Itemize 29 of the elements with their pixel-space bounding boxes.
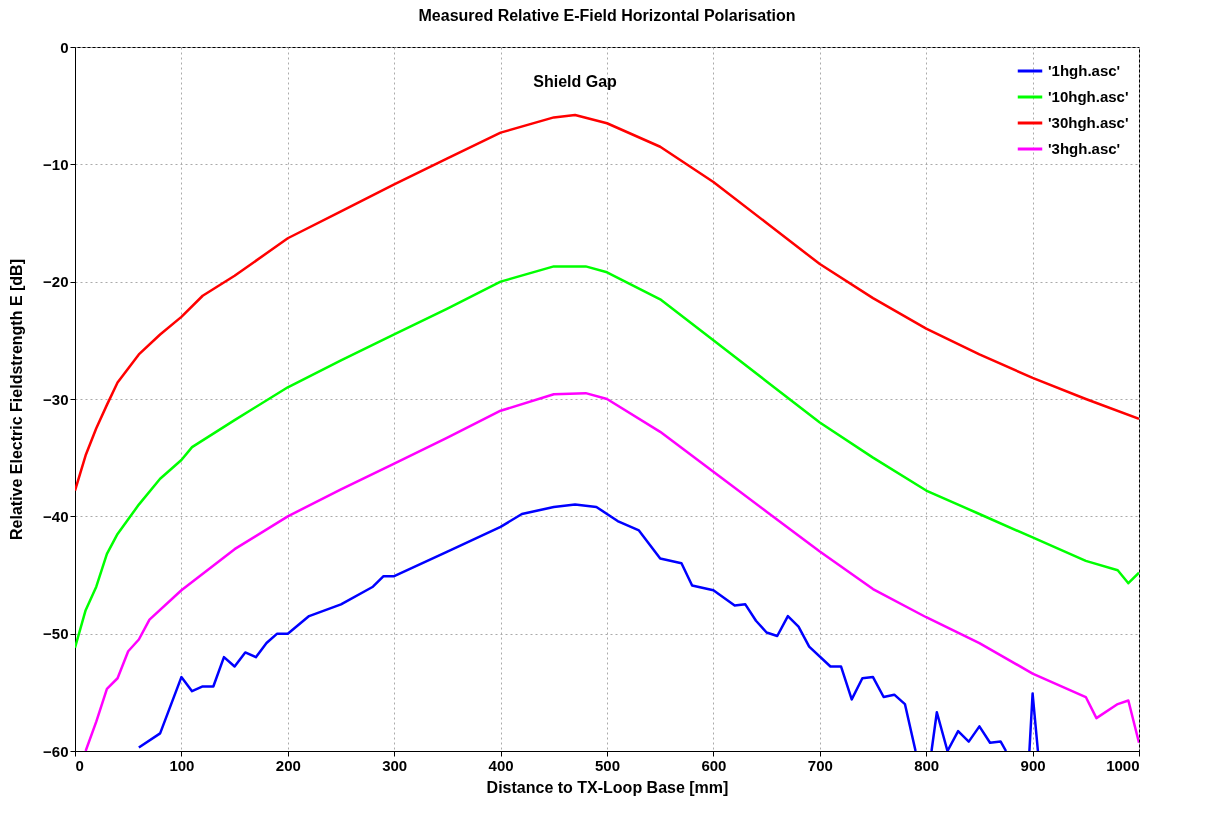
- legend-label: '10hgh.asc': [1048, 88, 1129, 105]
- line-series: [75, 265, 1139, 649]
- x-tick-label: 300: [382, 756, 408, 774]
- x-tick-label: 700: [807, 756, 833, 774]
- annotation: Shield Gap: [533, 73, 618, 91]
- x-axis-title: Distance to TX-Loop Base [mm]: [486, 778, 729, 796]
- x-tick-label: 200: [275, 756, 301, 774]
- line-series: [84, 391, 1139, 751]
- x-tick-label: 100: [169, 756, 195, 774]
- line-series: [75, 113, 1139, 492]
- y-axis-title: Relative Electric Fieldstrength E [dB]: [8, 259, 26, 540]
- y-tick-label: 0: [60, 38, 69, 56]
- y-tick-label: −20: [43, 273, 69, 291]
- y-tick-label: −40: [43, 507, 69, 525]
- x-tick-label: 500: [594, 756, 621, 774]
- y-tick-label: −50: [43, 625, 69, 643]
- x-tick-label: 600: [701, 756, 727, 774]
- x-tick-label: 800: [914, 756, 940, 774]
- y-tick-label: −60: [43, 742, 69, 760]
- y-tick-label: −30: [43, 390, 69, 408]
- x-tick-label: 0: [75, 756, 84, 774]
- x-tick-label: 1000: [1106, 756, 1140, 774]
- legend-label: '1hgh.asc': [1048, 62, 1121, 79]
- chart-title: Measured Relative E-Field Horizontal Polarisation: [418, 7, 796, 24]
- x-tick-label: 900: [1020, 756, 1046, 774]
- legend-label: '30hgh.asc': [1048, 114, 1129, 131]
- legend-label: '3hgh.asc': [1048, 140, 1121, 157]
- y-tick-label: −10: [43, 155, 69, 173]
- x-tick-label: 400: [488, 756, 514, 774]
